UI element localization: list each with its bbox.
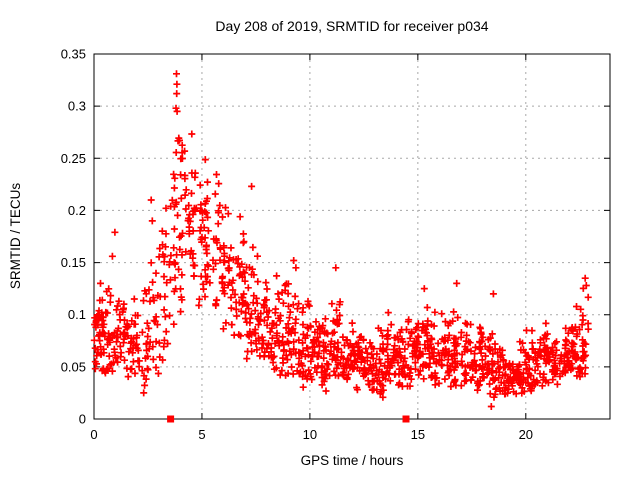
flag-marker [402,415,410,423]
y-axis-tick-labels: 0 0.05 0.1 0.15 0.2 0.25 0.3 0.35 [61,47,86,427]
y-tick-label: 0 [79,412,86,427]
data-points [90,70,592,410]
x-tick-label: 20 [519,427,533,442]
flag-marker [167,415,175,423]
y-tick-label: 0.25 [61,151,86,166]
x-tick-label: 10 [303,427,317,442]
y-tick-label: 0.15 [61,255,86,270]
y-tick-label: 0.05 [61,359,86,374]
y-tick-label: 0.35 [61,47,86,62]
x-axis-tick-labels: 0 5 10 15 20 [90,427,533,442]
chart-title: Day 208 of 2019, SRMTID for receiver p03… [215,18,488,34]
scatter-points-path [90,70,592,410]
x-tick-label: 5 [198,427,205,442]
y-tick-label: 0.2 [68,203,86,218]
flag-markers [167,415,410,423]
plot-border [93,53,611,420]
y-axis-label: SRMTID / TECUs [8,183,23,290]
y-tick-label: 0.1 [68,307,86,322]
x-tick-label: 0 [90,427,97,442]
x-axis-label: GPS time / hours [301,453,404,468]
x-tick-label: 15 [411,427,425,442]
y-tick-label: 0.3 [68,99,86,114]
